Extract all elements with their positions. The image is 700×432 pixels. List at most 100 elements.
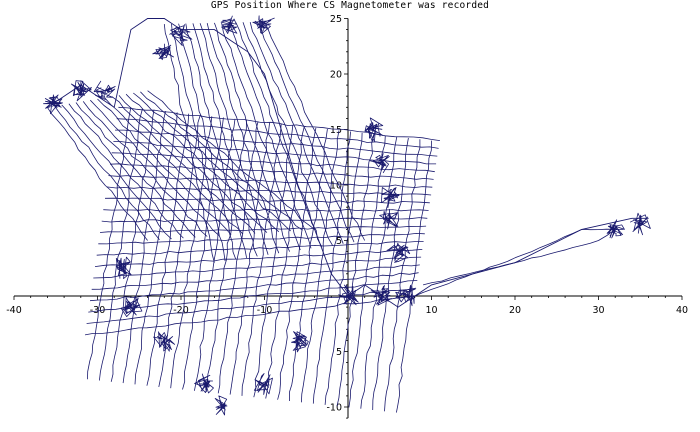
track-pass (93, 256, 422, 279)
track-pass (241, 123, 282, 396)
x-tick-label: 10 (425, 305, 437, 316)
track-strip (192, 23, 258, 257)
y-tick-label: 5 (336, 347, 342, 358)
axes-layer: -40 -30 -20 -10 10 20 30 40 -10 5 5 10 15 20 25 (6, 14, 688, 419)
turn-loop (386, 242, 411, 263)
track-pass (384, 139, 421, 412)
track-strip (97, 98, 232, 236)
track-pass (91, 264, 420, 290)
track-pass (122, 111, 166, 384)
turn-loop (43, 94, 63, 115)
track-pass (146, 113, 190, 386)
track-strip (68, 103, 184, 239)
track-pass (84, 295, 415, 336)
turn-loop (194, 373, 214, 394)
track-layer (43, 15, 651, 416)
track-strip (61, 104, 172, 240)
turn-loop (379, 208, 399, 230)
y-tick-label: -10 (326, 403, 342, 414)
track-strip (90, 99, 220, 236)
track-pass (182, 117, 224, 390)
x-tick-label: -20 (173, 305, 189, 316)
track-strip (249, 22, 344, 244)
track-pass (89, 272, 419, 302)
track-strip (235, 22, 323, 247)
turn-loop (364, 117, 384, 142)
track-strip (82, 101, 208, 237)
turn-loop (214, 395, 228, 416)
x-tick-label: -10 (257, 305, 273, 316)
track-strip (54, 105, 160, 240)
turn-loop (252, 15, 275, 35)
track-pass (134, 112, 178, 385)
turn-loop (291, 331, 309, 353)
y-tick-label: 5 (336, 236, 342, 247)
track-pass (99, 108, 143, 381)
track-pass (265, 126, 305, 399)
y-tick-label: 10 (330, 181, 342, 192)
track-pass (99, 225, 427, 233)
track-strip (133, 92, 291, 232)
track-strip (104, 97, 244, 235)
track-strip (228, 22, 312, 249)
y-tick-label: 20 (330, 70, 342, 81)
track-pass (194, 118, 236, 391)
track-pass (372, 137, 409, 411)
track-strip (47, 107, 148, 241)
transit-track (414, 228, 624, 297)
track-strip (118, 95, 268, 233)
track-pass (108, 175, 433, 188)
track-pass (360, 136, 398, 409)
turn-loop (152, 43, 174, 61)
track-strip (140, 91, 303, 231)
track-strip (242, 22, 333, 246)
track-strip (264, 21, 366, 241)
track-pass (324, 132, 363, 405)
track-strip (178, 23, 237, 260)
track-pass (106, 186, 432, 196)
x-tick-label: -40 (6, 305, 22, 316)
track-pass (94, 249, 423, 267)
track-pass (109, 163, 434, 180)
turn-loop (169, 24, 193, 46)
track-pass (98, 233, 425, 245)
track-pass (116, 118, 439, 149)
track-pass (217, 121, 259, 394)
line-layer (47, 18, 649, 308)
track-strip (199, 23, 269, 255)
track-strip (256, 21, 355, 243)
track-strip (171, 23, 226, 262)
track-strip (163, 24, 215, 263)
turn-loop (70, 80, 92, 102)
y-tick-label: 25 (330, 14, 342, 25)
turn-loop (629, 212, 651, 236)
track-strip (75, 102, 196, 238)
turn-loop (153, 331, 176, 352)
track-pass (205, 120, 247, 393)
track-pass (87, 107, 132, 380)
track-pass (253, 125, 294, 398)
x-tick-label: -30 (90, 305, 106, 316)
turn-loop (115, 256, 132, 279)
track-pass (336, 134, 375, 407)
track-strip (147, 90, 315, 230)
x-tick-label: 40 (676, 305, 688, 316)
track-pass (88, 280, 418, 313)
turn-loop (220, 15, 238, 34)
turn-loop (253, 373, 273, 395)
turn-loop (369, 153, 390, 174)
track-strip (125, 93, 280, 233)
track-strip (214, 22, 290, 252)
track-pass (86, 287, 417, 324)
series-line (47, 18, 649, 308)
turn-loop (120, 296, 143, 317)
track-pass (170, 116, 213, 389)
turn-loop (93, 80, 116, 100)
transit-track (422, 229, 616, 286)
track-strip (185, 23, 247, 258)
track-strip (206, 23, 280, 254)
track-pass (96, 241, 424, 256)
track-strip (221, 22, 301, 251)
